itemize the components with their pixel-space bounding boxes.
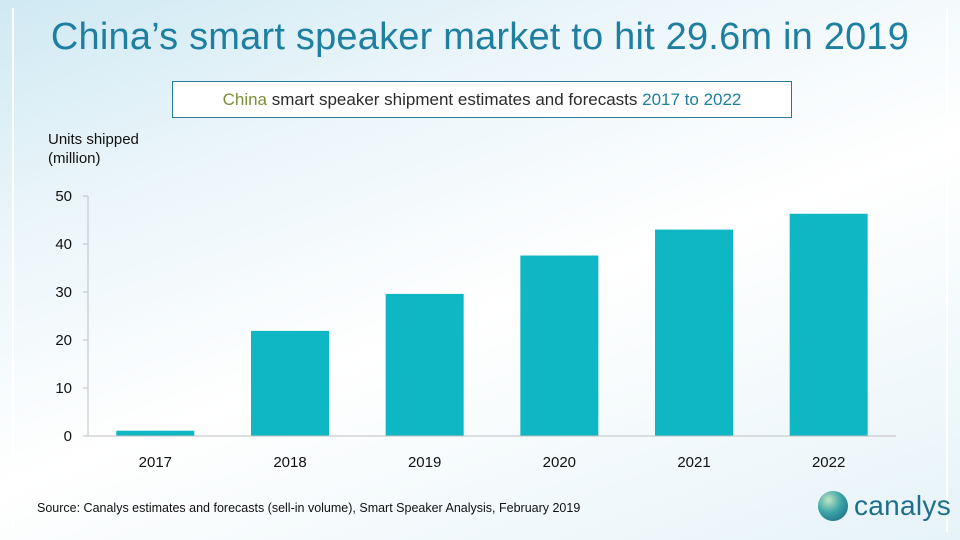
slide-frame bbox=[12, 8, 948, 532]
chart-subtitle: China smart speaker shipment estimates a… bbox=[172, 81, 792, 118]
y-tick-label: 30 bbox=[55, 284, 72, 301]
subtitle-middle: smart speaker shipment estimates and for… bbox=[267, 90, 643, 109]
y-tick-label: 20 bbox=[55, 332, 72, 349]
x-tick-label: 2017 bbox=[139, 454, 172, 471]
bar-2017 bbox=[116, 430, 195, 436]
x-tick-label: 2022 bbox=[812, 454, 845, 471]
logo-text: canalys bbox=[854, 490, 952, 521]
x-axis-ticks: 2017 2018 2019 2020 2021 2022 bbox=[139, 454, 846, 471]
bar-2022 bbox=[789, 213, 868, 436]
x-tick-label: 2019 bbox=[408, 454, 441, 471]
subtitle-country: China bbox=[222, 90, 268, 109]
y-tick-label: 0 bbox=[64, 428, 72, 445]
bars-group bbox=[116, 213, 868, 436]
y-tick-label: 40 bbox=[55, 236, 72, 253]
bar-2019 bbox=[385, 293, 464, 436]
x-tick-label: 2018 bbox=[273, 454, 306, 471]
bar-2018 bbox=[251, 330, 329, 436]
chart-title: China’s smart speaker market to hit 29.6… bbox=[50, 16, 910, 58]
y-tick-label: 50 bbox=[55, 188, 72, 205]
source-note: Source: Canalys estimates and forecasts … bbox=[37, 501, 581, 515]
x-tick-label: 2020 bbox=[543, 454, 576, 471]
x-tick-label: 2021 bbox=[677, 454, 710, 471]
bar-2021 bbox=[655, 229, 733, 436]
bar-2020 bbox=[520, 255, 599, 436]
y-axis-ticks: 0 10 20 30 40 50 bbox=[55, 188, 88, 445]
y-tick-label: 10 bbox=[55, 380, 72, 397]
canalys-logo: canalys bbox=[818, 488, 951, 524]
y-axis-label: Units shipped (million) bbox=[48, 131, 139, 167]
globe-icon bbox=[818, 491, 848, 521]
subtitle-years: 2017 to 2022 bbox=[642, 90, 742, 109]
